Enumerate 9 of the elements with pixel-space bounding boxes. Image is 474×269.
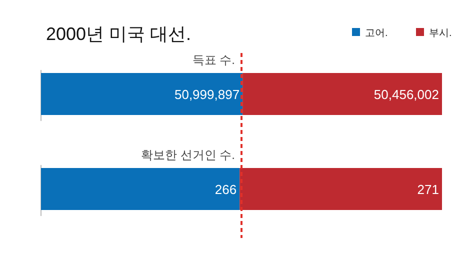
data-label: 50,999,897	[174, 87, 240, 102]
y-tick-label: 확보한 선거인 수.	[140, 148, 235, 162]
chart-title: 2000년 미국 대선.	[46, 24, 192, 44]
legend-label: 고어.	[365, 28, 388, 39]
data-label: 271	[417, 182, 439, 197]
data-label: 50,456,002	[374, 87, 439, 102]
data-label: 266	[214, 182, 237, 197]
legend-label: 부시.	[429, 28, 452, 39]
y-tick-label: 득표 수.	[192, 53, 235, 67]
